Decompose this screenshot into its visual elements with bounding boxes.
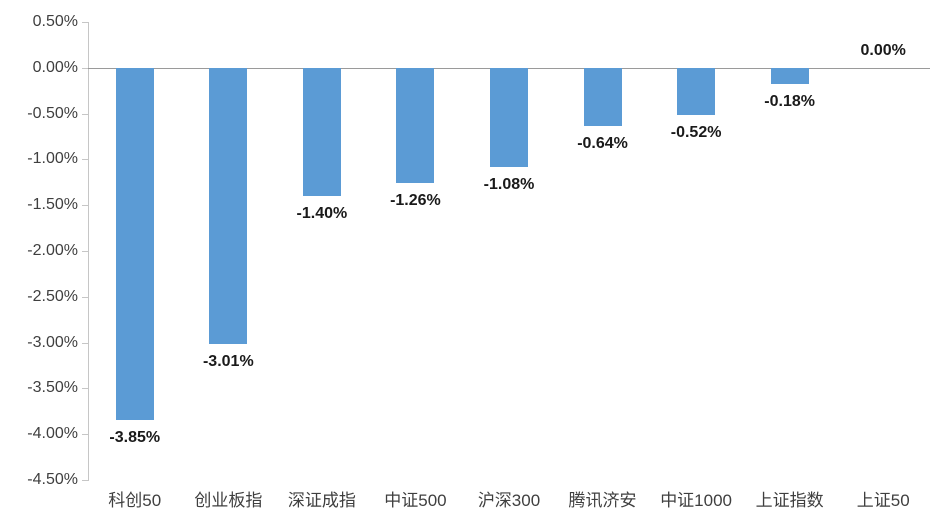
x-axis-category-label: 上证指数 <box>755 491 824 510</box>
bar-value-label: -0.18% <box>764 93 815 111</box>
y-axis-tick-label: -3.00% <box>27 333 78 351</box>
y-axis-tick-label: 0.50% <box>32 13 78 30</box>
bar-value-label: -0.52% <box>670 124 722 142</box>
bar <box>583 67 622 127</box>
y-axis-tick-label: -1.50% <box>27 196 78 214</box>
y-axis-tick-mark <box>82 205 89 207</box>
y-axis-tick-mark <box>82 388 89 390</box>
y-axis-tick-label: -4.50% <box>27 471 78 488</box>
y-axis-tick-label: -1.00% <box>27 150 78 168</box>
y-axis-tick-label: -2.50% <box>27 287 78 305</box>
y-axis-tick-mark <box>82 434 89 436</box>
bar-value-label: 0.00% <box>860 41 906 59</box>
y-axis-tick-mark <box>82 159 89 161</box>
bar <box>770 67 809 85</box>
x-axis-category-label: 上证50 <box>856 491 910 510</box>
y-axis-tick-label: 0.00% <box>32 58 78 76</box>
x-axis-category-label: 中证500 <box>384 491 447 510</box>
x-axis-category-label: 深证成指 <box>287 491 356 510</box>
bar <box>209 67 248 344</box>
bar <box>677 67 716 116</box>
bar <box>302 67 341 197</box>
bar-value-label: -0.64% <box>577 135 628 153</box>
x-axis-category-label: 腾讯济安 <box>568 491 637 510</box>
y-axis-tick-mark <box>82 296 89 298</box>
y-axis-tick-label: -4.00% <box>27 425 78 443</box>
y-axis-tick-mark <box>82 480 89 481</box>
bar-value-label: -1.26% <box>390 192 441 210</box>
y-axis-tick-mark <box>82 251 89 252</box>
bar-value-label: -1.08% <box>483 175 535 193</box>
y-axis-tick-label: -2.00% <box>27 242 78 259</box>
bar <box>396 67 435 184</box>
bar <box>490 67 528 167</box>
bar-value-label: -3.85% <box>109 429 161 447</box>
bar-value-label: -1.40% <box>296 205 348 223</box>
y-axis-tick-label: -3.50% <box>27 379 78 397</box>
y-axis-tick-mark <box>82 22 89 23</box>
x-axis-category-label: 沪深300 <box>477 491 541 510</box>
y-axis-tick-label: -0.50% <box>27 104 78 122</box>
y-axis-tick-mark <box>82 113 89 115</box>
x-axis-category-label: 创业板指 <box>194 491 263 510</box>
x-axis-category-label: 中证1000 <box>660 491 733 510</box>
bar <box>115 67 154 421</box>
y-axis-tick-mark <box>82 67 89 69</box>
y-axis-tick-mark <box>82 342 89 344</box>
bar-value-label: -3.01% <box>202 352 254 370</box>
x-axis-category-label: 科创50 <box>108 491 162 510</box>
